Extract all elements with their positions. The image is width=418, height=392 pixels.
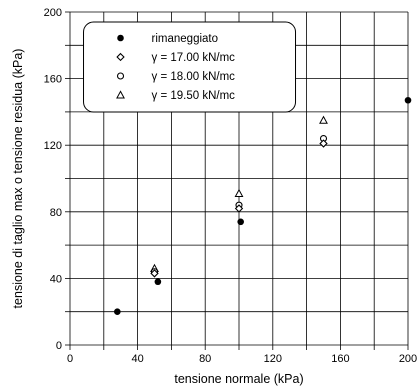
legend-marker — [117, 34, 124, 42]
y-axis-title: tensione di taglio max o tensione residu… — [11, 49, 25, 309]
legend-marker — [116, 72, 125, 80]
x-tick-label: 80 — [199, 353, 211, 365]
legend-label: γ = 19.50 kN/mc — [152, 90, 236, 102]
data-points — [114, 96, 412, 316]
legend: rimaneggiato γ = 17.00 kN/mc γ = 18.00 kN/… — [83, 21, 297, 113]
legend-label: rimaneggiato — [152, 33, 218, 45]
x-tick-label: 160 — [331, 353, 349, 365]
x-tick-label: 120 — [264, 353, 282, 365]
data-point — [234, 188, 244, 198]
legend-label: γ = 18.00 kN/mc — [152, 71, 236, 83]
y-tick-label: 80 — [50, 207, 62, 219]
data-point — [319, 115, 328, 124]
x-tick-label: 40 — [131, 353, 143, 365]
legend-marker — [116, 52, 125, 62]
data-point — [154, 278, 162, 286]
x-tick-label: 0 — [67, 353, 73, 365]
y-tick-label: 160 — [44, 74, 62, 86]
data-point — [319, 139, 328, 148]
legend-box — [83, 21, 297, 113]
data-point — [237, 218, 244, 226]
tick-labels: 0 40 80 120 160 200 0 40 80 120 160 200 — [44, 7, 418, 365]
x-tick-label: 200 — [399, 353, 417, 365]
y-tick-label: 0 — [56, 340, 62, 352]
data-point — [114, 308, 121, 316]
legend-marker — [116, 90, 125, 99]
y-tick-label: 200 — [44, 7, 62, 19]
data-point — [404, 96, 412, 104]
y-tick-label: 120 — [44, 140, 62, 152]
x-axis-title: tensione normale (kPa) — [174, 372, 303, 386]
legend-label: γ = 17.00 kN/mc — [152, 52, 236, 64]
data-point — [234, 204, 244, 213]
data-point — [150, 269, 159, 278]
y-tick-label: 40 — [50, 273, 62, 285]
